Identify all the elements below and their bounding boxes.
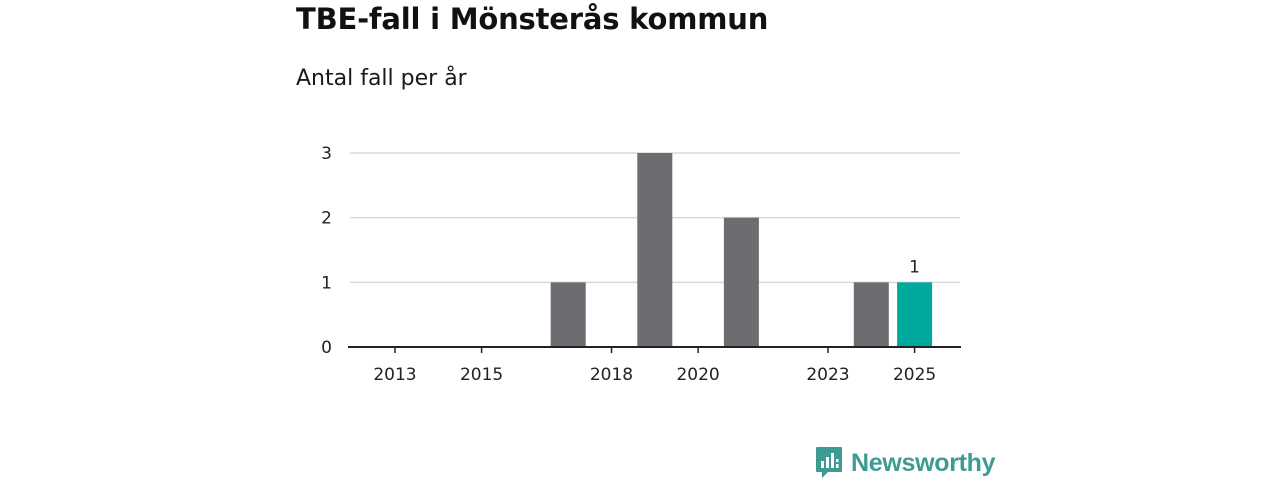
labels: 0 1 2 3 1 2013 2015 2018 2020 2023 2025 (321, 144, 936, 385)
x-tick-label: 2018 (590, 365, 633, 385)
brand-name: Newsworthy (851, 448, 996, 477)
bar-2024 (853, 282, 889, 347)
y-tick-label: 1 (321, 273, 332, 293)
chart-subtitle: Antal fall per år (296, 66, 467, 91)
x-tick-label: 2020 (676, 365, 719, 385)
chart-title: TBE-fall i Mönsterås kommun (296, 2, 769, 36)
bar-2025 (897, 282, 933, 347)
x-tick-label: 2025 (893, 365, 936, 385)
bar-2017 (550, 282, 586, 347)
y-tick-label: 3 (321, 144, 332, 164)
bar-2021 (723, 217, 759, 347)
bar-value-label: 1 (909, 257, 920, 277)
y-tick-label: 2 (321, 209, 332, 229)
bar-2019 (637, 153, 673, 347)
y-tick-label: 0 (321, 338, 332, 358)
x-tick-label: 2013 (373, 365, 416, 385)
bars (550, 153, 933, 347)
newsworthy-logo: Newsworthy (815, 446, 996, 480)
x-tick-label: 2023 (806, 365, 849, 385)
x-tick-label: 2015 (460, 365, 503, 385)
axes (348, 346, 961, 353)
chart-speech-bubble-icon (816, 447, 842, 478)
